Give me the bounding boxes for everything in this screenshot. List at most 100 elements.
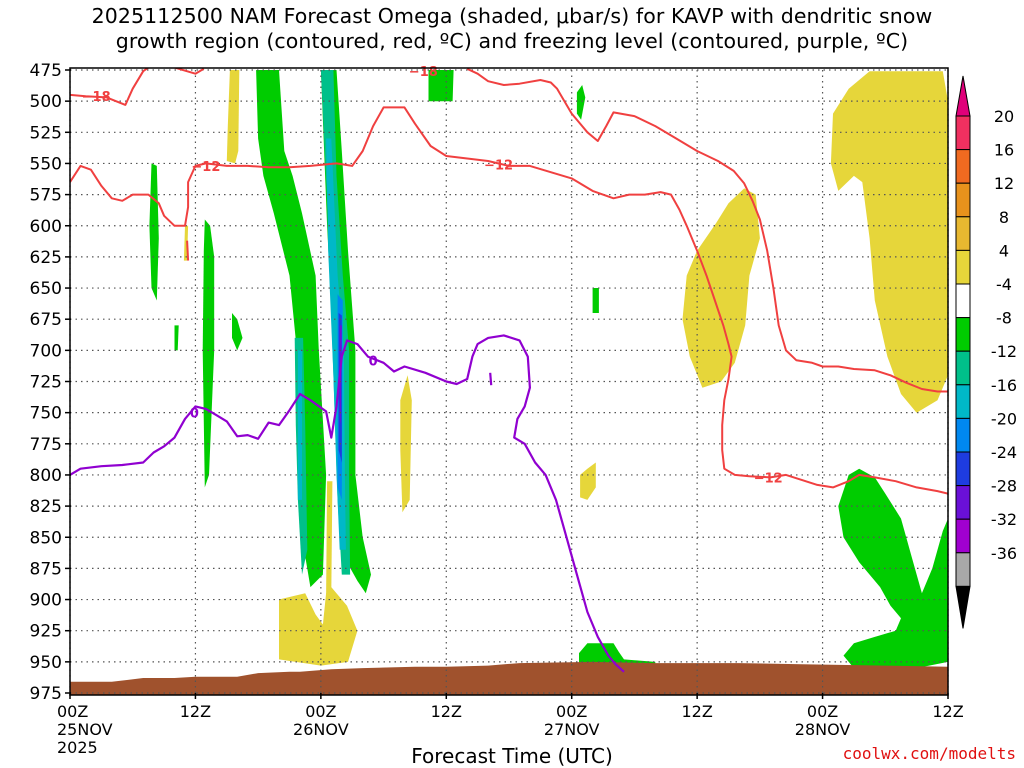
colorbar-label-10: -24 (991, 443, 1017, 462)
contour-label-5: 0 (190, 407, 199, 422)
colorbar-label-7: -12 (991, 342, 1017, 361)
omega-region-16 (592, 288, 599, 313)
x-tick-label-6-1: 00Z (807, 702, 838, 721)
omega-region-2 (279, 587, 358, 666)
colorbar-label-2: 12 (994, 174, 1014, 193)
freezing-level-contour-0 (70, 334, 625, 673)
omega-region-5 (580, 462, 596, 500)
omega-region-12 (256, 70, 327, 588)
contour-label-6: 0 (369, 354, 378, 369)
colorbar-bin-11 (955, 485, 971, 520)
colorbar-bin-3 (955, 216, 971, 251)
omega-region-9 (174, 325, 179, 351)
colorbar-bottom-arrow (955, 585, 971, 629)
y-tick-label-775: 775 (30, 435, 62, 455)
colorbar-bin-12 (955, 518, 971, 554)
colorbar-bin-9 (955, 417, 971, 453)
x-tick-label-3-1: 12Z (431, 702, 462, 721)
x-tick-label-0-2: 25NOV (57, 720, 113, 739)
omega-region-18 (838, 468, 948, 672)
dgz-isotherm-1 (466, 68, 948, 393)
x-tick-label-2-2: 26NOV (293, 720, 349, 739)
x-tick-label-4-1: 00Z (556, 702, 587, 721)
y-tick-label-600: 600 (30, 217, 62, 237)
y-tick-label-700: 700 (30, 341, 62, 361)
colorbar-bin-8 (955, 384, 971, 419)
y-tick-label-950: 950 (30, 653, 62, 673)
y-tick-label-550: 550 (30, 154, 62, 174)
y-tick-label-575: 575 (30, 186, 62, 206)
omega-shading-layer (149, 70, 948, 675)
grid-layer (69, 69, 949, 694)
y-axis: 475 500 525 550 575 600 625 650 675 700 725 750 775 8… (30, 61, 71, 704)
colorbar-label-3: 8 (999, 208, 1009, 227)
chart-title: 2025112500 NAM Forecast Omega (shaded, μ… (0, 4, 1024, 54)
colorbar-bin-10 (955, 451, 971, 487)
x-tick-label-7-1: 12Z (932, 702, 963, 721)
colorbar-bin-13 (955, 552, 971, 587)
x-tick-label-0-1: 00Z (57, 702, 88, 721)
contour-label-2: −18 (409, 65, 438, 80)
y-tick-label-500: 500 (30, 92, 62, 112)
colorbar-bin-0 (955, 115, 971, 151)
colorbar-label-11: -28 (991, 477, 1017, 496)
y-tick-label-975: 975 (30, 684, 62, 704)
x-tick-label-0-3: 2025 (57, 738, 98, 757)
contour-label-layer: −18 −12 −18 −12 −12 0 0 (82, 65, 783, 486)
y-tick-label-725: 725 (30, 373, 62, 393)
colorbar-label-13: -36 (991, 544, 1017, 563)
y-tick-label-750: 750 (30, 404, 62, 424)
omega-region-6 (682, 188, 760, 388)
omega-region-10 (202, 219, 215, 488)
omega-region-11 (232, 313, 243, 351)
colorbar-bin-5 (955, 283, 971, 319)
y-tick-label-875: 875 (30, 559, 62, 579)
colorbar-bin-1 (955, 149, 971, 184)
colorbar-bin-2 (955, 182, 971, 218)
colorbar-label-8: -16 (991, 376, 1017, 395)
omega-region-3 (326, 481, 333, 596)
colorbar-bin-6 (955, 317, 971, 352)
y-tick-label-925: 925 (30, 622, 62, 642)
omega-region-0 (226, 70, 240, 164)
colorbar-label-9: -20 (991, 409, 1017, 428)
credit-text[interactable]: coolwx.com/modelts (842, 744, 1016, 763)
dgz-isotherm-2 (70, 106, 948, 495)
y-tick-label-625: 625 (30, 248, 62, 268)
freezing-level-contour-1 (489, 372, 493, 386)
contour-label-3: −12 (484, 159, 513, 174)
contour-label-4: −12 (754, 471, 783, 486)
title-line-2: growth region (contoured, red, ºC) and f… (115, 29, 909, 53)
omega-region-8 (149, 163, 159, 301)
title-line-1: 2025112500 NAM Forecast Omega (shaded, μ… (91, 4, 933, 28)
y-tick-label-650: 650 (30, 279, 62, 299)
x-tick-label-1-1: 12Z (180, 702, 211, 721)
y-tick-label-675: 675 (30, 310, 62, 330)
colorbar-bin-7 (955, 350, 971, 386)
omega-region-7 (830, 71, 948, 413)
x-tick-label-6-2: 28NOV (795, 720, 851, 739)
y-tick-label-525: 525 (30, 123, 62, 143)
colorbar-top-arrow (955, 75, 971, 117)
colorbar-label-5: -4 (996, 275, 1012, 294)
omega-region-15 (576, 85, 586, 120)
terrain-fill (70, 661, 948, 695)
omega-region-21 (297, 350, 302, 500)
y-tick-label-475: 475 (30, 61, 62, 81)
x-tick-label-4-2: 27NOV (544, 720, 600, 739)
x-axis-title: Forecast Time (UTC) (411, 744, 613, 768)
contour-layer (70, 68, 948, 673)
x-tick-label-2-1: 00Z (305, 702, 336, 721)
colorbar-label-1: 16 (994, 141, 1014, 160)
y-tick-label-825: 825 (30, 497, 62, 517)
x-tick-label-5-1: 12Z (681, 702, 712, 721)
contour-label-0: −18 (82, 90, 111, 105)
omega-region-14 (428, 70, 454, 102)
colorbar-label-0: 20 (994, 107, 1014, 126)
y-tick-label-800: 800 (30, 466, 62, 486)
colorbar-label-12: -32 (991, 510, 1017, 529)
dgz-isotherm-3 (186, 240, 190, 261)
contour-label-1: −12 (191, 160, 220, 175)
